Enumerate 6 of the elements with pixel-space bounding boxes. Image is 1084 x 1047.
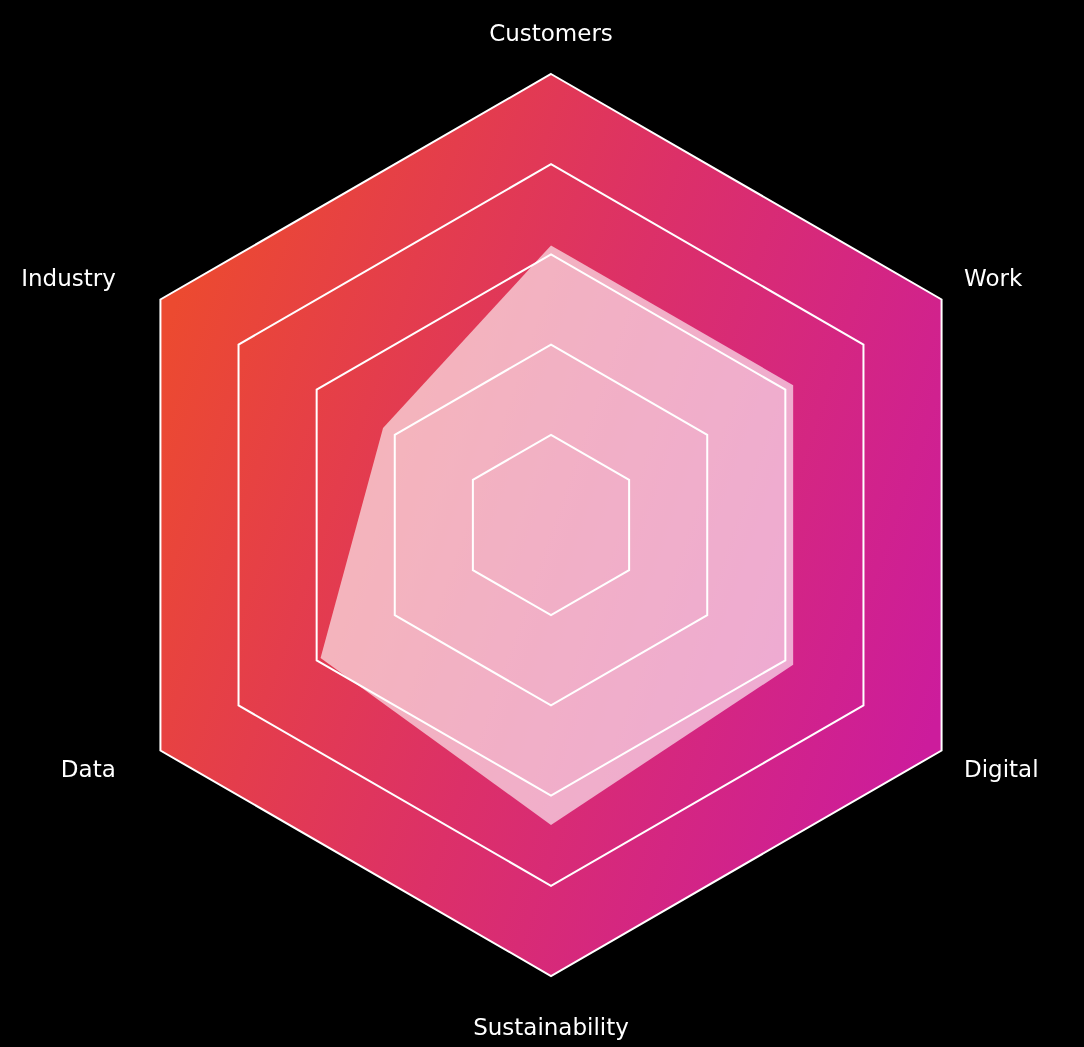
spoke-label: Industry	[21, 265, 116, 291]
spoke-label: Data	[60, 756, 116, 782]
spoke-label: Customers	[489, 19, 613, 46]
spoke-label: Work	[964, 265, 1023, 291]
spoke-label: Sustainability	[473, 1013, 629, 1040]
spoke-label: Digital	[964, 756, 1039, 782]
